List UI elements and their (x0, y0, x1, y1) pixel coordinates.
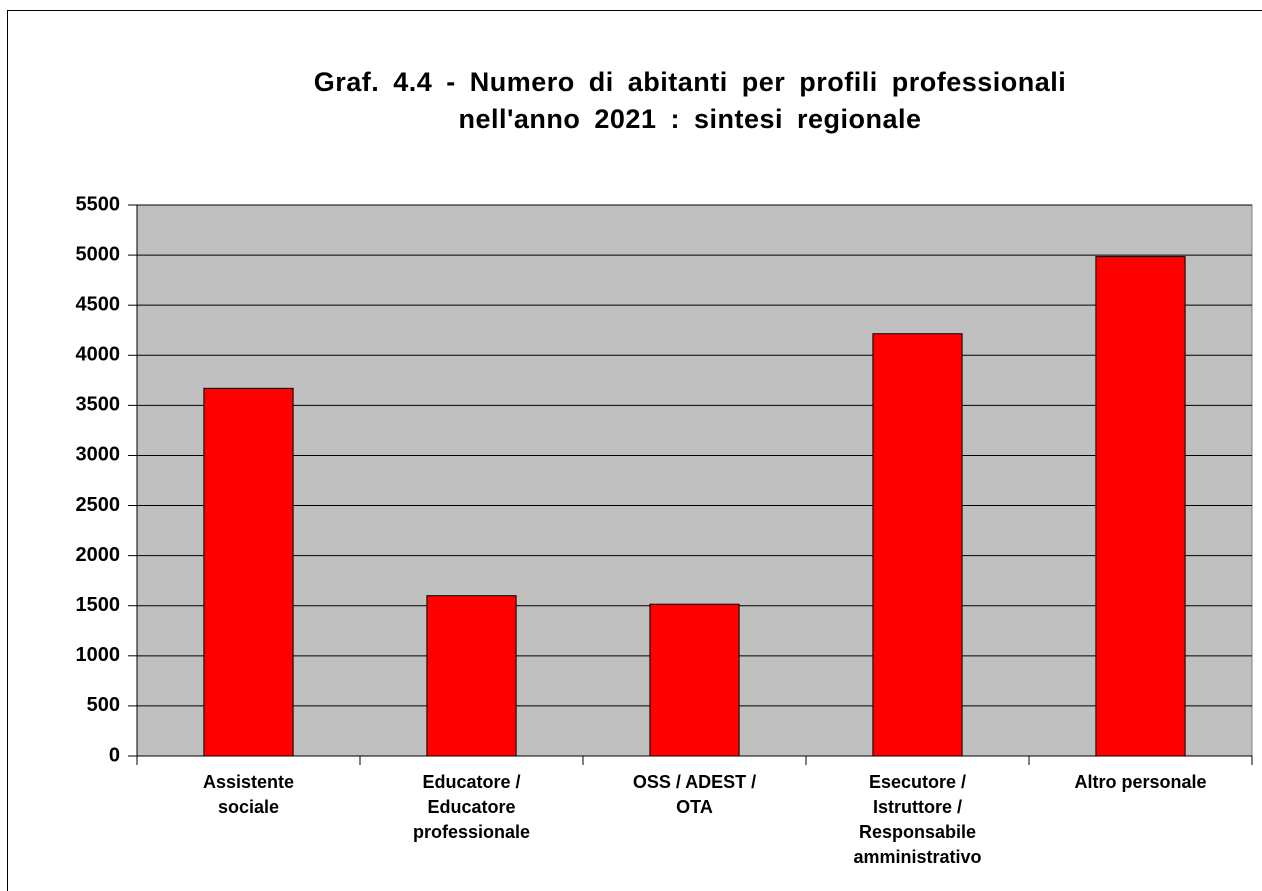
bar (872, 333, 963, 757)
y-tick-label: 2000 (76, 544, 121, 566)
bar (203, 387, 294, 757)
y-tick-label: 5500 (76, 193, 121, 215)
bar (1095, 256, 1186, 757)
x-tick-label: Assistente sociale (202, 772, 295, 817)
y-tick-label: 1500 (76, 594, 121, 616)
chart-frame (7, 10, 1262, 891)
chart-title: Graf. 4.4 - Numero di abitanti per profi… (313, 67, 1067, 134)
y-tick-label: 3000 (76, 444, 121, 466)
x-tick-label: Altro personale (1074, 772, 1207, 792)
y-tick-label: 0 (109, 744, 120, 766)
y-tick-label: 5000 (76, 243, 121, 265)
y-tick-label: 1000 (76, 644, 121, 666)
y-tick-label: 4000 (76, 344, 121, 366)
bar (649, 603, 740, 757)
bar (426, 595, 517, 757)
y-tick-label: 3500 (76, 394, 121, 416)
x-tick-label: OSS / ADEST / OTA (632, 772, 757, 817)
x-tick-label: Esecutore / Istruttore / Responsabile am… (853, 772, 982, 867)
y-tick-label: 500 (87, 694, 120, 716)
y-tick-label: 4500 (76, 293, 121, 315)
x-tick-label: Educatore / Educatore professionale (412, 772, 531, 842)
y-tick-label: 2500 (76, 494, 121, 516)
